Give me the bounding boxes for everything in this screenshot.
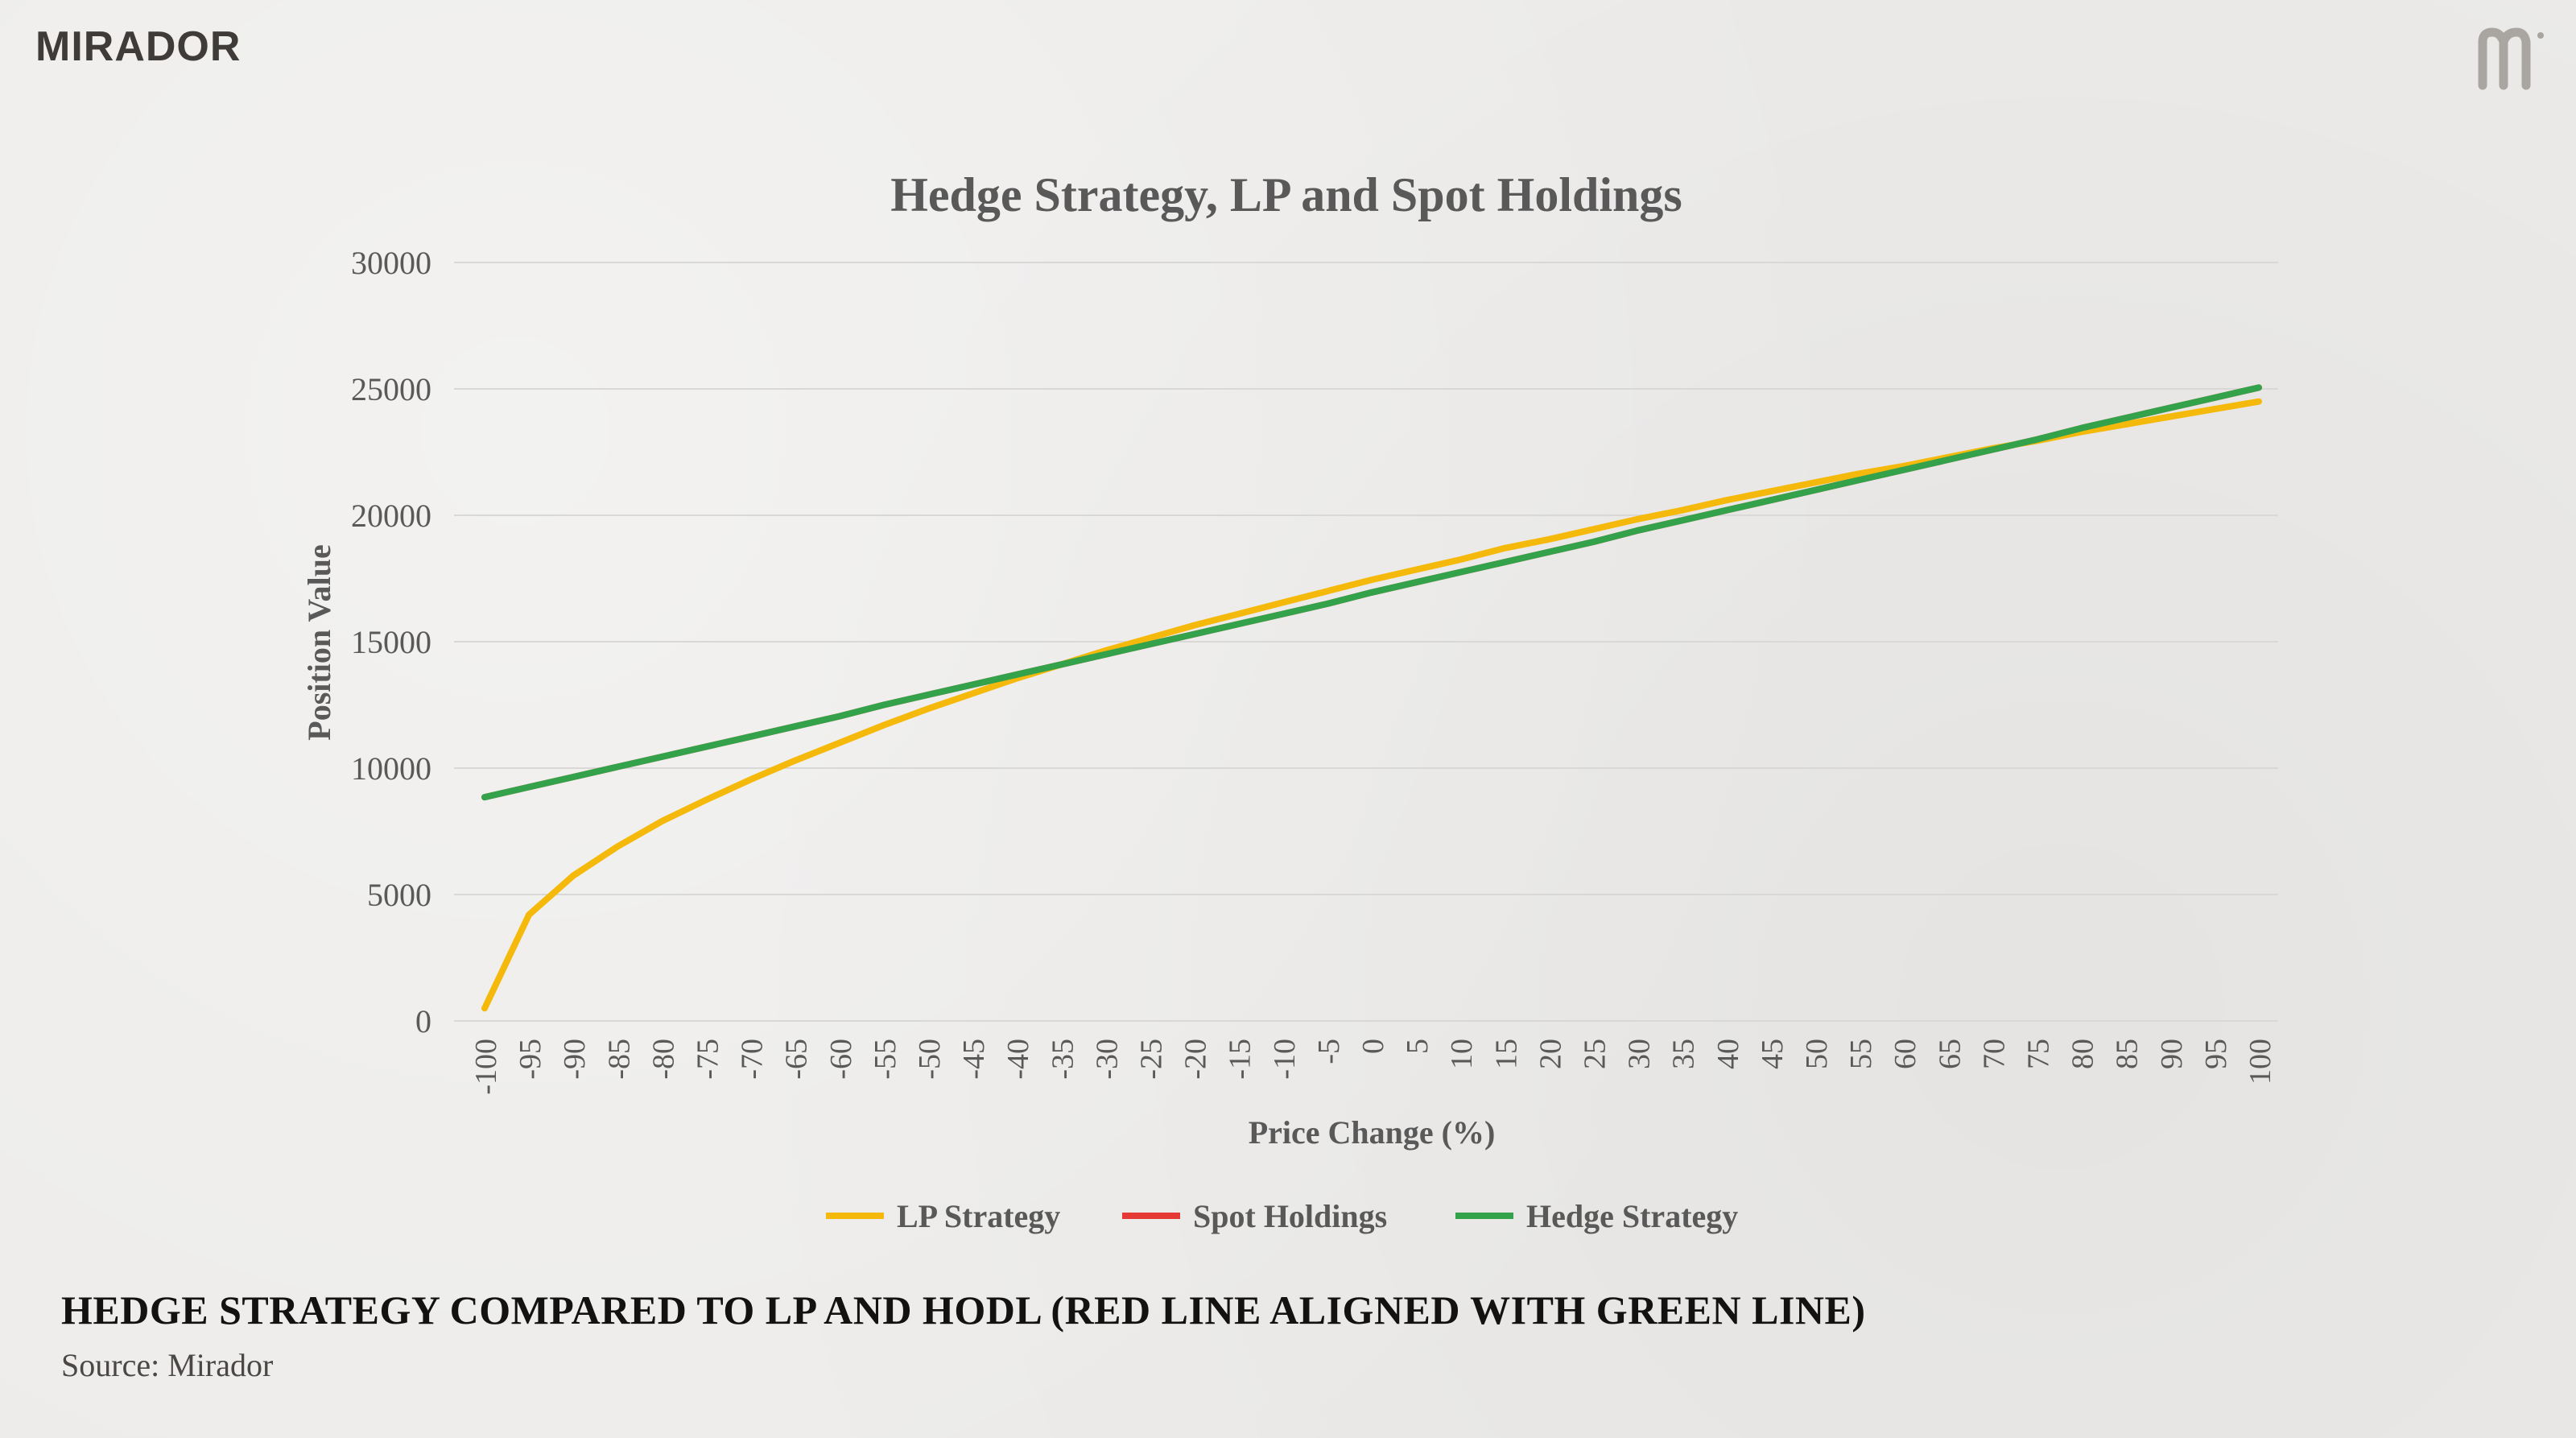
x-tick-label: 50 <box>1800 1039 1834 1069</box>
brand-logo: MIRADOR <box>35 23 242 70</box>
x-tick-label: -55 <box>869 1039 902 1080</box>
legend-label: Hedge Strategy <box>1526 1198 1738 1234</box>
y-axis-label: Position Value <box>301 544 337 740</box>
x-tick-label: -90 <box>558 1039 592 1080</box>
y-axis-ticks: 0 5000 10000 15000 20000 25000 30000 <box>351 245 431 1039</box>
x-tick-label: 20 <box>1534 1039 1567 1069</box>
x-tick-label: -85 <box>602 1039 636 1080</box>
x-tick-label: -100 <box>469 1039 503 1095</box>
x-tick-label: -20 <box>1179 1039 1213 1080</box>
x-tick-label: 65 <box>1933 1039 1967 1069</box>
x-tick-label: 70 <box>1977 1039 2011 1069</box>
legend-label: Spot Holdings <box>1193 1198 1387 1234</box>
source-note: Source: Mirador <box>61 1347 274 1383</box>
x-axis-ticks: -100 -95 -90 -85 -80 -75 -70 -65 -60 -55 -50 -45 -40… <box>469 1039 2277 1095</box>
x-tick-label: 95 <box>2199 1039 2233 1069</box>
x-tick-label: -40 <box>1001 1039 1035 1080</box>
x-tick-label: 40 <box>1711 1039 1745 1069</box>
x-tick-label: -10 <box>1268 1039 1302 1080</box>
x-tick-label: -60 <box>824 1039 858 1080</box>
x-tick-label: -5 <box>1312 1039 1346 1064</box>
x-tick-label: -95 <box>514 1039 547 1080</box>
y-tick-label: 5000 <box>367 877 431 913</box>
series-line-hedge-strategy <box>481 384 2262 801</box>
chart-title: Hedge Strategy, LP and Spot Holdings <box>890 168 1682 221</box>
figure-caption: HEDGE STRATEGY COMPARED TO LP AND HODL (… <box>61 1287 1866 1333</box>
x-tick-label: 80 <box>2066 1039 2100 1069</box>
y-tick-label: 30000 <box>351 245 431 281</box>
x-axis-label: Price Change (%) <box>1249 1114 1496 1151</box>
mirador-m-icon <box>2478 27 2544 90</box>
x-tick-label: -70 <box>736 1039 770 1080</box>
x-tick-label: 100 <box>2244 1039 2277 1085</box>
legend-item: Hedge Strategy <box>1455 1198 1738 1234</box>
x-tick-label: 5 <box>1401 1039 1435 1054</box>
series-lines <box>481 384 2262 1012</box>
x-tick-label: -50 <box>913 1039 947 1080</box>
legend-label: LP Strategy <box>897 1198 1060 1234</box>
series-line-lp-strategy <box>481 398 2262 1012</box>
x-tick-label: -30 <box>1090 1039 1124 1080</box>
y-tick-label: 0 <box>415 1003 431 1039</box>
y-tick-label: 20000 <box>351 498 431 534</box>
chart-legend: LP Strategy Spot Holdings Hedge Strategy <box>826 1198 1738 1234</box>
x-tick-label: 0 <box>1356 1039 1390 1054</box>
x-tick-label: -25 <box>1135 1039 1169 1080</box>
x-tick-label: 10 <box>1445 1039 1479 1069</box>
x-tick-label: -75 <box>691 1039 725 1080</box>
x-tick-label: 60 <box>1889 1039 1922 1069</box>
x-tick-label: 55 <box>1844 1039 1878 1069</box>
legend-item: LP Strategy <box>826 1198 1060 1234</box>
x-tick-label: 45 <box>1756 1039 1790 1069</box>
x-tick-label: -65 <box>780 1039 814 1080</box>
y-tick-label: 10000 <box>351 750 431 787</box>
x-tick-label: -45 <box>957 1039 991 1080</box>
x-tick-label: 35 <box>1667 1039 1701 1069</box>
x-tick-label: -15 <box>1224 1039 1257 1080</box>
legend-item: Spot Holdings <box>1122 1198 1387 1234</box>
x-tick-label: 30 <box>1623 1039 1657 1069</box>
x-tick-label: 85 <box>2111 1039 2145 1069</box>
x-tick-label: -35 <box>1046 1039 1080 1080</box>
x-tick-label: 90 <box>2155 1039 2189 1069</box>
y-tick-label: 25000 <box>351 371 431 407</box>
x-tick-label: 75 <box>2022 1039 2056 1069</box>
x-tick-label: 15 <box>1489 1039 1523 1069</box>
x-tick-label: -80 <box>646 1039 680 1080</box>
x-tick-label: 25 <box>1579 1039 1612 1069</box>
y-tick-label: 15000 <box>351 624 431 660</box>
grid-lines <box>454 262 2278 1022</box>
